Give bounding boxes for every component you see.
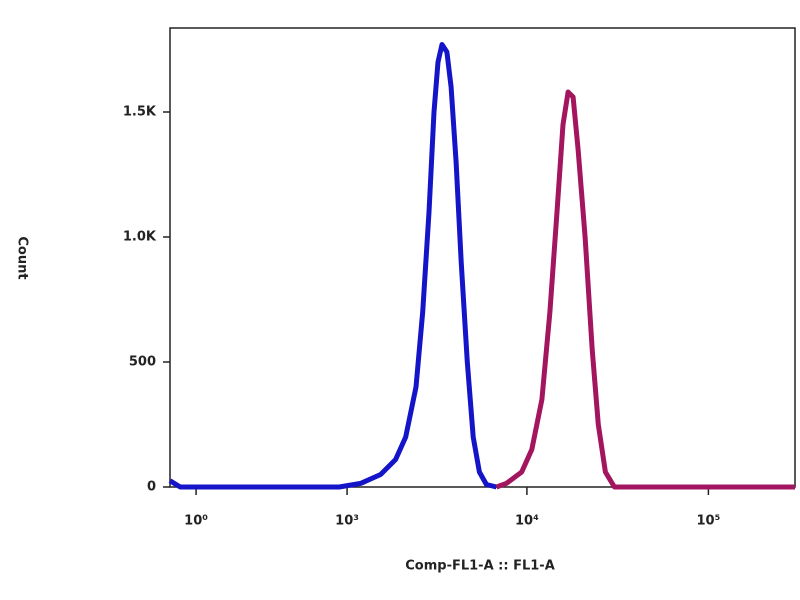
y-tick-label: 1.5K: [123, 105, 157, 120]
y-tick-label: 500: [129, 355, 156, 370]
x-tick-label: 10⁰: [184, 514, 208, 529]
x-axis-label: Comp-FL1-A :: FL1-A: [405, 559, 555, 574]
x-tick-label: 10⁴: [515, 514, 539, 529]
y-tick-label: 1.0K: [123, 230, 157, 245]
x-tick-label: 10⁵: [696, 514, 720, 529]
histogram-line: [168, 42, 498, 490]
y-axis-label: Count: [15, 236, 30, 279]
histogram-line: [495, 89, 795, 490]
y-tick-label: 0: [147, 480, 156, 495]
plot-frame: [169, 27, 796, 488]
x-tick-label: 10³: [335, 514, 359, 529]
